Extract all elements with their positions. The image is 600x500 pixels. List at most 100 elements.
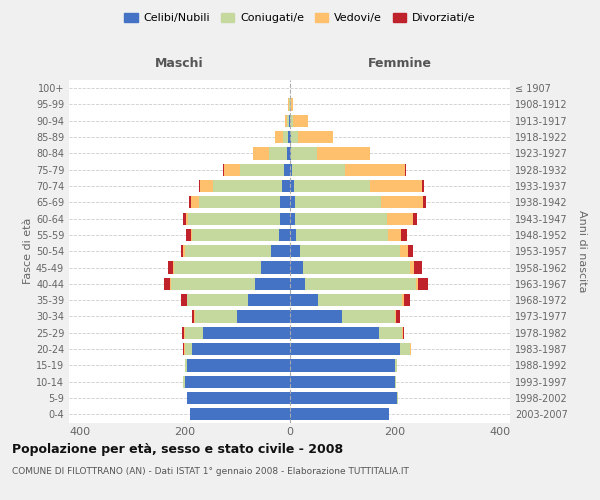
Bar [302, 262, 410, 274]
Bar [193, 343, 290, 355]
Bar [424, 196, 426, 208]
Bar [298, 131, 332, 143]
Bar [290, 131, 298, 143]
Bar [287, 148, 290, 160]
Bar [418, 278, 428, 290]
Bar [181, 245, 184, 258]
Bar [280, 196, 290, 208]
Bar [410, 262, 415, 274]
Bar [237, 310, 290, 322]
Text: Femmine: Femmine [368, 57, 432, 70]
Bar [290, 262, 302, 274]
Bar [239, 164, 284, 176]
Bar [319, 294, 403, 306]
Bar [403, 294, 404, 306]
Bar [170, 278, 172, 290]
Bar [199, 196, 280, 208]
Bar [422, 180, 424, 192]
Text: Popolazione per età, sesso e stato civile - 2008: Popolazione per età, sesso e stato civil… [12, 442, 343, 456]
Bar [281, 180, 290, 192]
Bar [300, 245, 400, 258]
Bar [164, 278, 170, 290]
Bar [295, 212, 386, 224]
Bar [283, 131, 289, 143]
Bar [305, 278, 415, 290]
Bar [400, 343, 410, 355]
Bar [388, 229, 401, 241]
Bar [290, 196, 295, 208]
Bar [187, 294, 248, 306]
Y-axis label: Fasce di età: Fasce di età [23, 218, 33, 284]
Bar [183, 212, 185, 224]
Bar [395, 310, 400, 322]
Bar [291, 148, 317, 160]
Bar [290, 245, 300, 258]
Bar [191, 229, 193, 241]
Bar [279, 229, 290, 241]
Bar [285, 114, 287, 127]
Bar [184, 245, 185, 258]
Bar [185, 326, 203, 339]
Bar [370, 180, 422, 192]
Bar [185, 376, 290, 388]
Bar [260, 262, 290, 274]
Bar [400, 245, 407, 258]
Bar [174, 262, 260, 274]
Bar [290, 180, 294, 192]
Bar [256, 278, 290, 290]
Bar [173, 262, 174, 274]
Bar [195, 310, 237, 322]
Bar [403, 326, 404, 339]
Bar [405, 164, 406, 176]
Bar [185, 212, 188, 224]
Bar [290, 310, 342, 322]
Bar [290, 114, 293, 127]
Bar [188, 212, 280, 224]
Bar [290, 376, 395, 388]
Bar [253, 148, 269, 160]
Bar [290, 148, 291, 160]
Legend: Celibi/Nubili, Coniugati/e, Vedovi/e, Divorziati/e: Celibi/Nubili, Coniugati/e, Vedovi/e, Di… [120, 8, 480, 28]
Bar [200, 180, 214, 192]
Bar [290, 294, 319, 306]
Bar [193, 229, 279, 241]
Bar [379, 326, 403, 339]
Bar [344, 164, 405, 176]
Bar [214, 180, 281, 192]
Bar [395, 360, 397, 372]
Bar [290, 229, 296, 241]
Bar [187, 392, 290, 404]
Bar [191, 196, 199, 208]
Bar [172, 278, 256, 290]
Bar [287, 114, 289, 127]
Bar [275, 131, 283, 143]
Y-axis label: Anni di nascita: Anni di nascita [577, 210, 587, 292]
Bar [184, 376, 185, 388]
Bar [280, 212, 290, 224]
Bar [290, 408, 389, 420]
Bar [290, 164, 292, 176]
Bar [296, 229, 388, 241]
Bar [404, 294, 410, 306]
Bar [386, 212, 413, 224]
Bar [269, 148, 287, 160]
Bar [342, 310, 395, 322]
Bar [271, 245, 290, 258]
Bar [382, 196, 424, 208]
Bar [248, 294, 290, 306]
Bar [290, 212, 295, 224]
Bar [413, 212, 417, 224]
Bar [415, 278, 418, 290]
Bar [187, 360, 290, 372]
Bar [407, 245, 413, 258]
Bar [224, 164, 239, 176]
Bar [317, 148, 370, 160]
Bar [294, 180, 370, 192]
Bar [185, 343, 193, 355]
Bar [168, 262, 173, 274]
Bar [190, 408, 290, 420]
Bar [290, 278, 305, 290]
Bar [415, 262, 422, 274]
Bar [185, 245, 271, 258]
Bar [185, 229, 191, 241]
